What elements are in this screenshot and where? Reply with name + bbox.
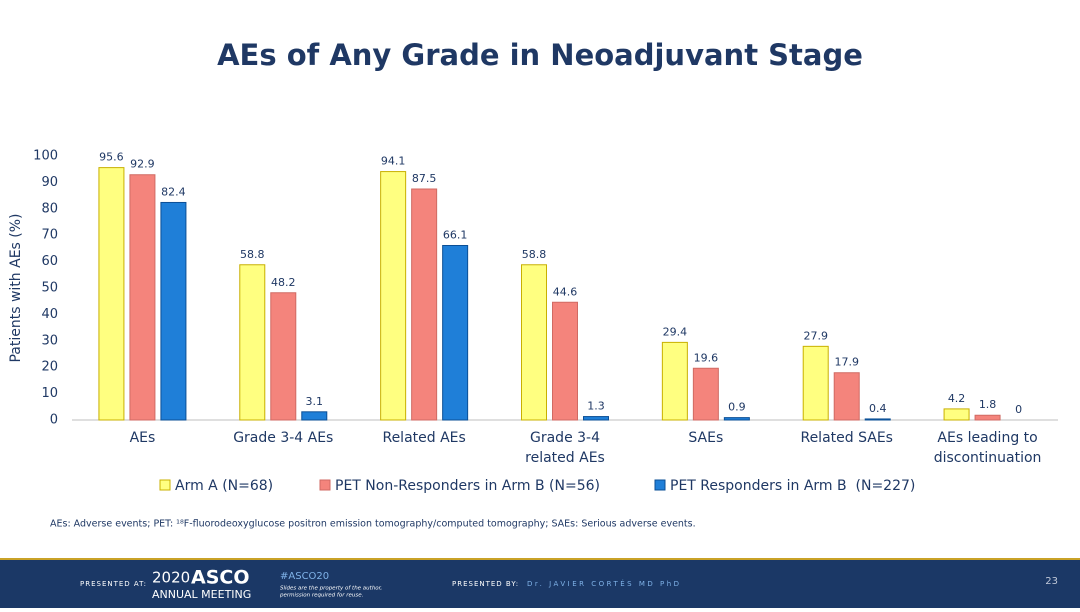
page-number: 23 (1045, 576, 1058, 587)
y-tick-label: 70 (41, 228, 58, 243)
footnote: AEs: Adverse events; PET: ¹⁸F-fluorodeox… (50, 519, 696, 530)
legend-label: Arm A (N=68) (175, 478, 273, 494)
y-tick-label: 90 (41, 175, 58, 190)
data-label: 4.2 (948, 392, 966, 405)
bar (661, 341, 688, 421)
x-tick-label: Related SAEs (800, 430, 892, 446)
x-tick-label: SAEs (688, 430, 723, 446)
x-tick-label: related AEs (525, 450, 605, 466)
y-axis-label: Patients with AEs (%) (8, 213, 24, 362)
legend-swatch (654, 479, 666, 491)
data-label: 58.8 (240, 248, 265, 261)
footer-year: 2020 (152, 569, 190, 587)
footer-rule (0, 558, 1080, 560)
x-tick-label: Grade 3-4 AEs (233, 430, 333, 446)
x-tick-label: Grade 3-4 (530, 430, 600, 446)
bar (943, 408, 970, 421)
bar (583, 416, 609, 421)
x-tick-label: AEs leading to (937, 430, 1037, 446)
data-label: 27.9 (803, 329, 828, 342)
data-label: 92.9 (130, 158, 155, 171)
bar (974, 414, 1001, 421)
data-label: 66.1 (443, 228, 468, 241)
data-label: 87.5 (412, 172, 437, 185)
bar (723, 417, 750, 421)
footer (0, 560, 1080, 608)
footer-notice: permission required for reuse. (279, 593, 364, 599)
footer-presented-by: PRESENTED BY: (452, 580, 519, 588)
footer-hashtag: #ASCO20 (280, 571, 329, 582)
legend-label: PET Responders in Arm B (N=227) (670, 478, 915, 494)
bar (833, 372, 860, 421)
y-tick-label: 10 (41, 386, 58, 401)
data-label: 19.6 (694, 351, 719, 364)
bar (864, 418, 891, 421)
legend-label: PET Non-Responders in Arm B (N=56) (335, 478, 600, 494)
y-tick-label: 80 (41, 201, 58, 216)
footer-meeting: ANNUAL MEETING (152, 588, 251, 601)
footer-brand: ASCO (191, 567, 249, 589)
footer-notice: Slides are the property of the author, (280, 586, 382, 592)
bar (521, 264, 547, 421)
bar (692, 367, 719, 421)
bar (411, 188, 438, 421)
y-tick-label: 20 (41, 360, 58, 375)
footer-presented-at: PRESENTED AT: (80, 580, 147, 588)
y-tick-label: 100 (33, 149, 58, 164)
bar (98, 167, 125, 421)
data-label: 95.6 (99, 151, 124, 164)
data-label: 0.9 (728, 401, 746, 414)
bar (380, 171, 407, 421)
data-label: 48.2 (271, 276, 296, 289)
bar (442, 244, 469, 421)
data-label: 3.1 (306, 395, 324, 408)
y-tick-label: 30 (41, 333, 58, 348)
bar (301, 411, 328, 421)
y-tick-label: 50 (41, 281, 58, 296)
x-tick-label: Related AEs (382, 430, 465, 446)
data-label: 1.3 (587, 400, 605, 413)
chart-title: AEs of Any Grade in Neoadjuvant Stage (217, 38, 863, 72)
bar (129, 174, 156, 421)
data-label: 1.8 (979, 398, 997, 411)
data-label: 44.6 (553, 285, 578, 298)
y-tick-label: 40 (41, 307, 58, 322)
data-label: 58.8 (522, 248, 547, 261)
x-tick-label: AEs (130, 430, 156, 446)
data-label: 0.4 (869, 402, 887, 415)
y-tick-label: 60 (41, 254, 58, 269)
data-label: 82.4 (161, 185, 186, 198)
x-tick-label: discontinuation (934, 450, 1042, 466)
bar (270, 292, 297, 421)
legend-swatch (319, 479, 331, 491)
data-label: 94.1 (381, 155, 406, 168)
bar (552, 301, 578, 421)
y-tick-label: 0 (50, 413, 58, 428)
bar (802, 345, 829, 421)
bar (239, 264, 266, 421)
data-label: 0 (1015, 403, 1022, 416)
legend-swatch (159, 479, 171, 491)
data-label: 29.4 (663, 325, 688, 338)
data-label: 17.9 (834, 356, 859, 369)
footer-presenter: Dr. JAVIER CORTÉS MD PhD (527, 579, 682, 588)
bar (160, 201, 187, 421)
